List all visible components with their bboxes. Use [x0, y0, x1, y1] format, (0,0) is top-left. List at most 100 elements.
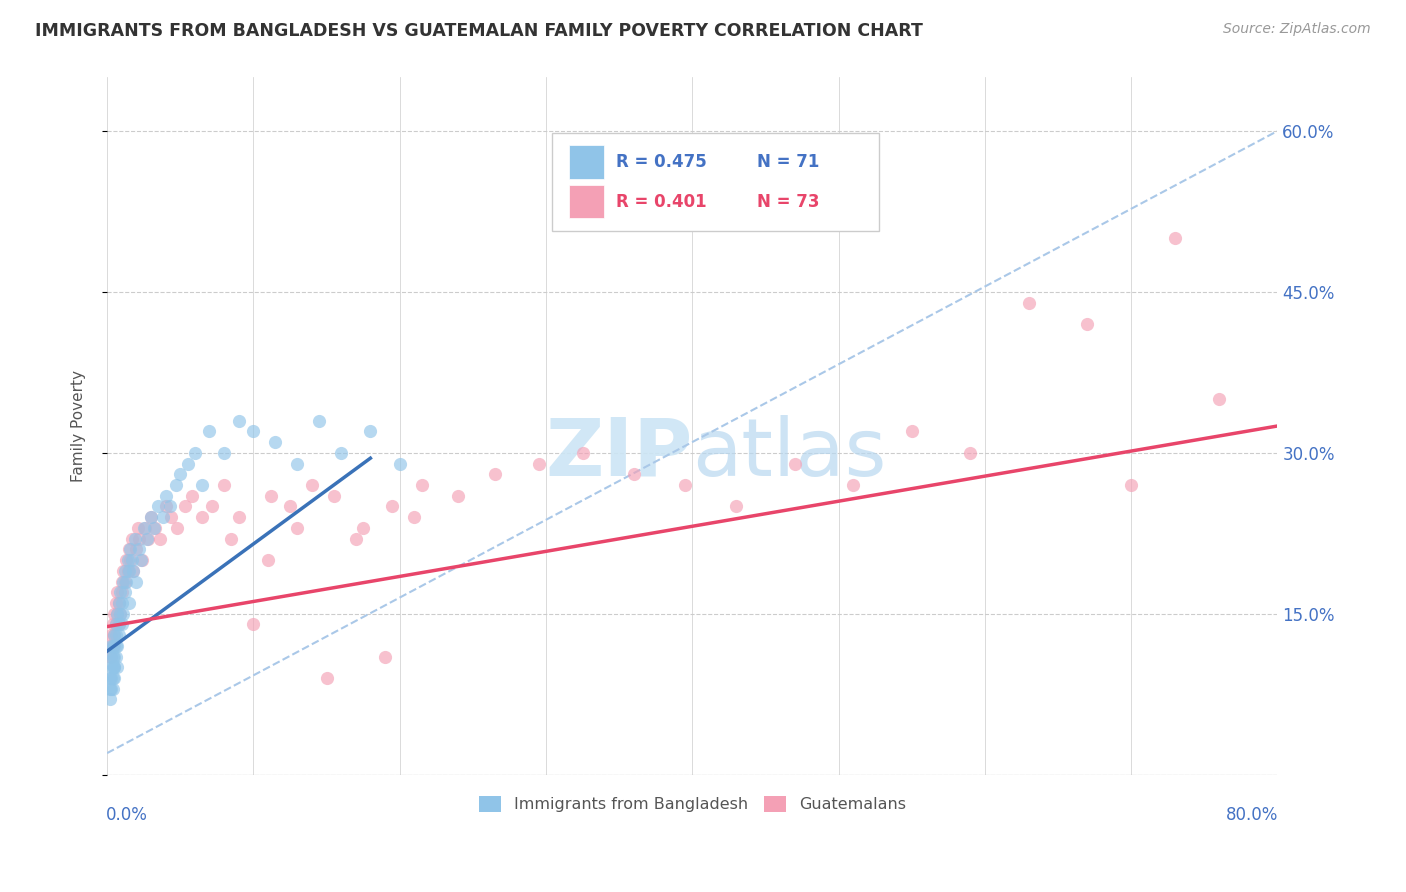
Point: [1164, 231, 1187, 245]
Point: [411, 478, 433, 492]
Point: [98, 639, 121, 653]
Point: [118, 596, 141, 610]
Point: [527, 457, 550, 471]
Point: [447, 489, 470, 503]
Point: [103, 660, 125, 674]
Point: [100, 628, 122, 642]
Point: [125, 542, 148, 557]
Point: [117, 553, 139, 567]
Point: [98, 681, 121, 696]
Point: [101, 671, 124, 685]
Point: [105, 639, 128, 653]
Point: [278, 500, 301, 514]
Point: [221, 532, 243, 546]
Text: 80.0%: 80.0%: [1226, 806, 1278, 824]
Point: [198, 425, 221, 439]
Point: [105, 607, 128, 621]
Point: [111, 596, 134, 610]
Point: [114, 574, 136, 589]
Point: [115, 553, 138, 567]
Point: [101, 681, 124, 696]
Point: [322, 489, 344, 503]
Point: [169, 467, 191, 482]
Point: [315, 671, 337, 685]
Point: [128, 542, 150, 557]
Point: [404, 510, 426, 524]
Point: [212, 446, 235, 460]
Point: [101, 639, 124, 653]
Text: 0.0%: 0.0%: [105, 806, 148, 824]
Point: [104, 596, 127, 610]
Point: [139, 510, 162, 524]
Point: [103, 671, 125, 685]
FancyBboxPatch shape: [569, 145, 605, 178]
Point: [783, 457, 806, 471]
Point: [285, 521, 308, 535]
Point: [100, 671, 122, 685]
Point: [103, 649, 125, 664]
Point: [128, 532, 150, 546]
Point: [111, 574, 134, 589]
Point: [149, 532, 172, 546]
Point: [104, 617, 127, 632]
Point: [124, 532, 146, 546]
Y-axis label: Family Poverty: Family Poverty: [72, 370, 86, 482]
Point: [191, 510, 214, 524]
Point: [212, 478, 235, 492]
Point: [301, 478, 323, 492]
Point: [673, 478, 696, 492]
Point: [115, 574, 138, 589]
Point: [107, 596, 129, 610]
Point: [352, 521, 374, 535]
Point: [110, 607, 132, 621]
Point: [374, 649, 396, 664]
Point: [152, 510, 174, 524]
Point: [129, 553, 152, 567]
Point: [111, 585, 134, 599]
Text: N = 71: N = 71: [756, 153, 818, 170]
Point: [107, 596, 129, 610]
Text: ZIP: ZIP: [546, 415, 692, 493]
Point: [117, 564, 139, 578]
Point: [181, 489, 204, 503]
Point: [184, 446, 207, 460]
Point: [100, 649, 122, 664]
Point: [1076, 317, 1098, 331]
FancyBboxPatch shape: [569, 185, 605, 219]
Point: [103, 607, 125, 621]
Point: [132, 521, 155, 535]
Point: [131, 553, 153, 567]
Point: [100, 660, 122, 674]
Text: R = 0.475: R = 0.475: [616, 153, 707, 170]
Point: [98, 671, 121, 685]
Point: [111, 617, 134, 632]
Point: [121, 532, 143, 546]
Point: [308, 414, 330, 428]
Point: [191, 478, 214, 492]
Point: [155, 500, 177, 514]
Point: [118, 564, 141, 578]
Point: [900, 425, 922, 439]
Text: R = 0.401: R = 0.401: [616, 193, 707, 211]
Point: [100, 649, 122, 664]
Point: [160, 510, 183, 524]
Point: [122, 564, 145, 578]
Point: [142, 521, 165, 535]
Point: [725, 500, 748, 514]
Point: [100, 681, 122, 696]
Point: [260, 489, 283, 503]
Legend: Immigrants from Bangladesh, Guatemalans: Immigrants from Bangladesh, Guatemalans: [472, 789, 912, 819]
Point: [242, 425, 264, 439]
Point: [107, 617, 129, 632]
Point: [112, 574, 135, 589]
Point: [842, 478, 865, 492]
Point: [125, 574, 148, 589]
Point: [120, 553, 142, 567]
FancyBboxPatch shape: [551, 133, 880, 231]
Point: [103, 660, 125, 674]
Point: [484, 467, 506, 482]
Point: [103, 628, 125, 642]
Point: [264, 435, 287, 450]
Point: [359, 425, 381, 439]
Point: [135, 532, 157, 546]
